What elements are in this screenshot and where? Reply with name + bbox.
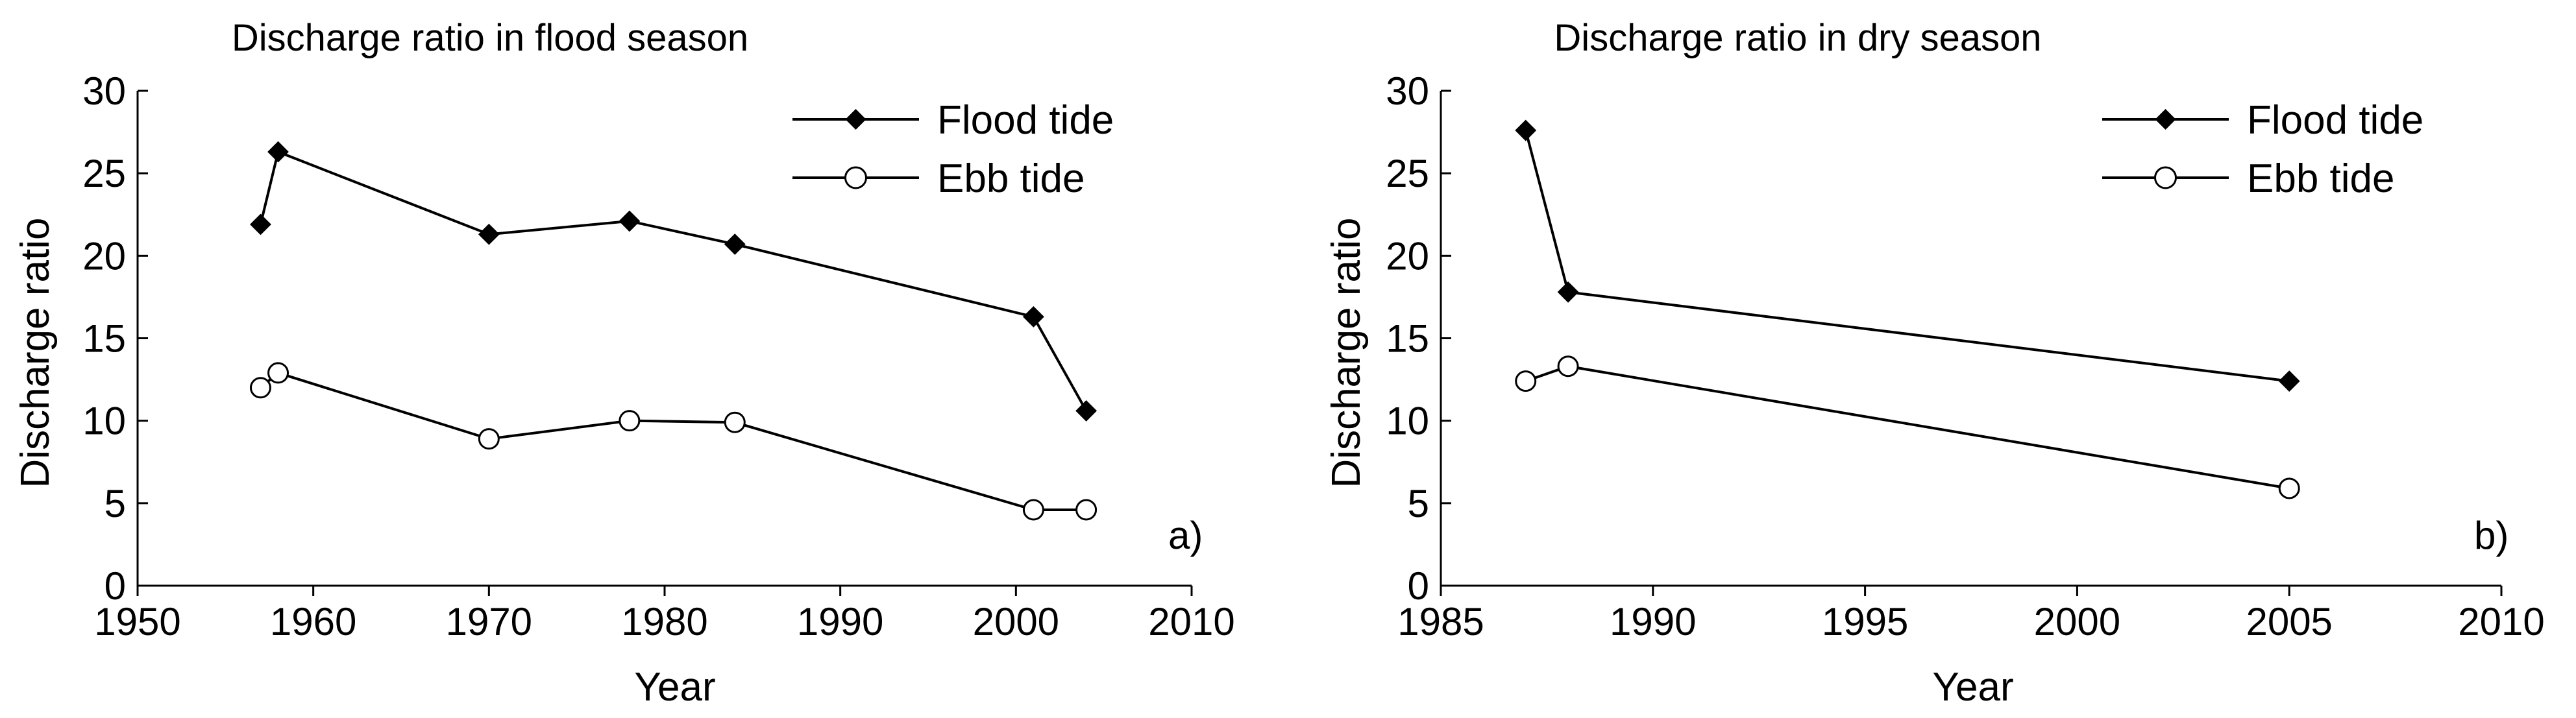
panel-a-legend-ebb-tide-marker <box>844 166 867 189</box>
panel-a-ebb-tide-point <box>249 377 271 399</box>
panel-a-y-tick-label: 5 <box>104 482 126 525</box>
panel-a-ebb-tide-point <box>478 428 500 450</box>
panel-b-legend-ebb-tide-label: Ebb tide <box>2247 156 2395 201</box>
panel-a-x-axis-label: Year <box>634 665 715 710</box>
panel-a-x-tick-label: 2000 <box>973 600 1059 643</box>
panel-a-ebb-tide-point <box>724 411 746 433</box>
panel-a-ebb-tide-line <box>260 371 1086 512</box>
panel-a-tag: a) <box>1168 514 1203 557</box>
panel-a-legend-flood-tide-label: Flood tide <box>937 98 1114 143</box>
panel-a-y-tick-label: 10 <box>82 400 126 443</box>
panel-b-x-tick-label: 1995 <box>1822 600 1908 643</box>
panel-b-ebb-tide-point <box>1515 370 1537 392</box>
panel-a-y-tick-label: 0 <box>104 564 126 608</box>
panel-a-flood-tide-point <box>619 210 641 232</box>
panel-b-legend-flood-tide-label: Flood tide <box>2247 98 2423 143</box>
panel-b-x-axis-label: Year <box>1932 665 2013 710</box>
panel-b-x-tick-label: 2010 <box>2458 600 2544 643</box>
panel-b-flood-tide-point <box>1557 281 1579 303</box>
panel-a-x-tick-label: 1960 <box>270 600 356 643</box>
panel-b-title: Discharge ratio in dry season <box>1554 17 2041 59</box>
panel-a-ebb-tide-point <box>619 410 641 432</box>
panel-a-ebb-tide-point <box>1022 499 1044 521</box>
panel-a-flood-tide-point <box>724 233 746 255</box>
panel-a-y-tick-label: 30 <box>82 69 126 113</box>
panel-b-y-tick-label: 15 <box>1386 317 1429 361</box>
panel-a-x-tick-label: 1980 <box>621 600 707 643</box>
panel-b-legend-flood-tide-marker <box>2155 109 2176 130</box>
panel-b-ebb-tide-point <box>2278 477 2300 499</box>
panel-a-legend-flood-tide-marker <box>845 109 866 130</box>
panel-a-flood-tide-point <box>267 141 289 163</box>
panel-a-y-tick-label: 15 <box>82 317 126 361</box>
panel-b-ebb-tide-point <box>1557 355 1579 377</box>
panel-b-y-tick-label: 20 <box>1386 234 1429 278</box>
panel-b-y-tick-label: 5 <box>1408 482 1429 525</box>
panel-b-flood-tide-point <box>1515 119 1537 141</box>
panel-b-tag: b) <box>2474 514 2509 557</box>
panel-a-x-tick-label: 1950 <box>94 600 180 643</box>
panel-a-ebb-tide-point <box>267 362 289 384</box>
panel-b-y-tick-label: 25 <box>1386 152 1429 195</box>
panel-b-y-axis-label: Discharge ratio <box>1324 218 1369 488</box>
panel-a-x-tick-label: 2010 <box>1148 600 1234 643</box>
panel-a-x-tick-label: 1970 <box>446 600 532 643</box>
panel-a-flood-tide-point <box>1075 400 1098 422</box>
panel-b-y-tick-label: 10 <box>1386 400 1429 443</box>
panel-a-title: Discharge ratio in flood season <box>232 17 748 59</box>
panel-a-flood-tide-point <box>478 223 500 245</box>
panel-b-legend-ebb-tide-marker <box>2154 166 2177 189</box>
panel-a-y-tick-label: 25 <box>82 152 126 195</box>
panel-b-x-tick-label: 2005 <box>2246 600 2332 643</box>
panel-a: Discharge ratio in flood season Discharg… <box>13 17 1235 710</box>
panel-a-ebb-tide-point <box>1075 499 1098 521</box>
panel-b-y-tick-label: 0 <box>1408 564 1429 608</box>
panel-a-legend-ebb-tide-label: Ebb tide <box>937 156 1085 201</box>
panel-a-x-tick-label: 1990 <box>797 600 883 643</box>
panel-a-flood-tide-point <box>250 213 271 235</box>
panel-b: Discharge ratio in dry season Discharge … <box>1324 17 2545 710</box>
panel-b-flood-tide-line <box>1524 130 2290 383</box>
panel-b-x-tick-label: 1985 <box>1397 600 1484 643</box>
panel-b-x-tick-label: 2000 <box>2034 600 2120 643</box>
panel-a-y-axis-label: Discharge ratio <box>13 218 58 488</box>
panel-b-x-tick-label: 1990 <box>1610 600 1696 643</box>
panel-b-y-tick-label: 30 <box>1386 69 1429 113</box>
panel-b-ebb-tide-line <box>1525 365 2290 490</box>
panel-a-y-tick-label: 20 <box>82 234 126 278</box>
panel-a-flood-tide-point <box>1022 306 1044 328</box>
panel-b-flood-tide-point <box>2278 370 2300 392</box>
